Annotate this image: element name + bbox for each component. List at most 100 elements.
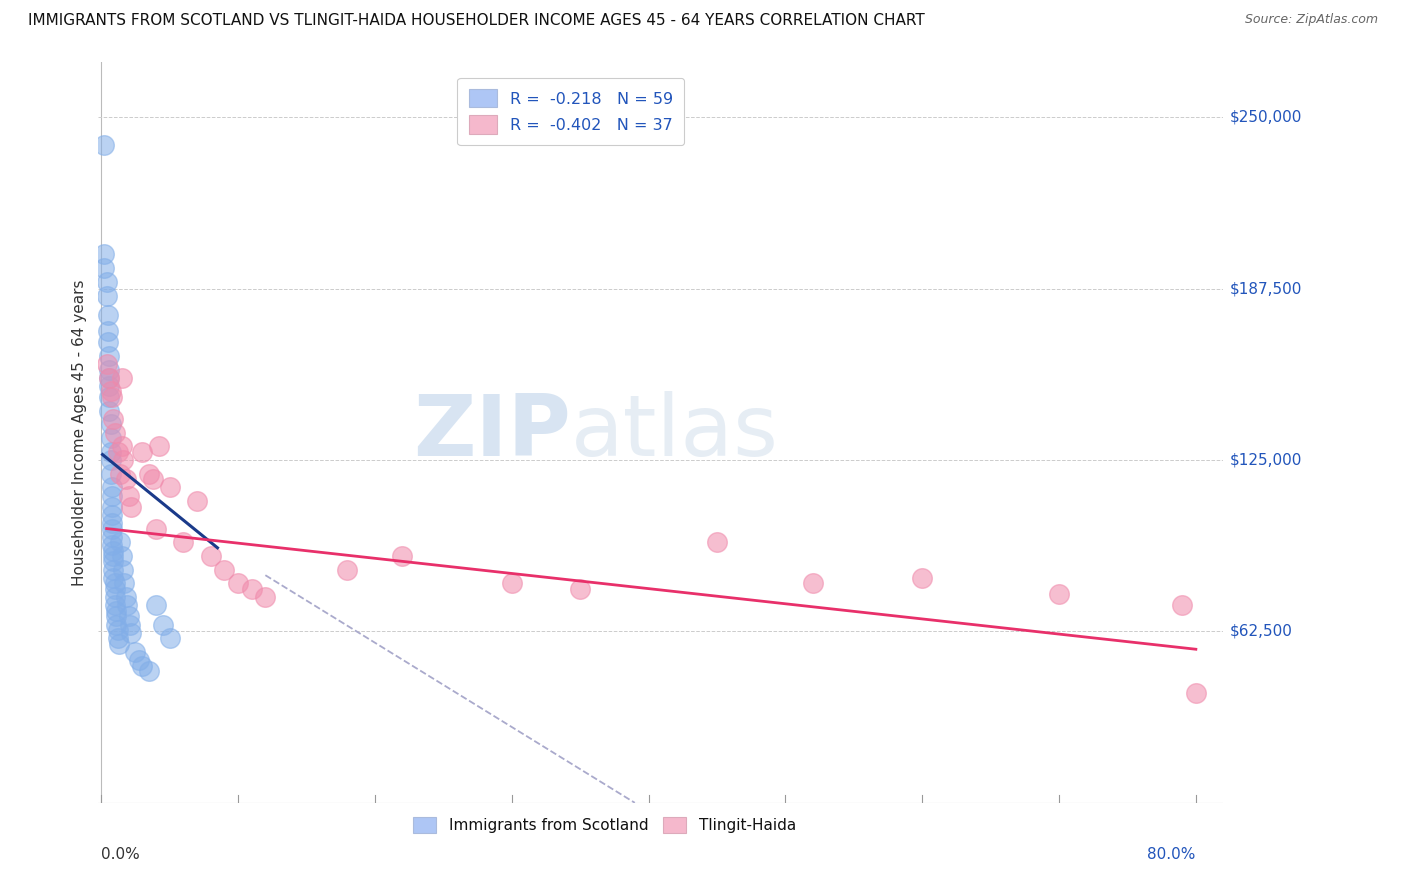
Point xyxy=(110,535,132,549)
Point xyxy=(391,549,413,563)
Point xyxy=(101,538,124,552)
Point xyxy=(801,576,824,591)
Point xyxy=(111,549,134,563)
Y-axis label: Householder Income Ages 45 - 64 years: Householder Income Ages 45 - 64 years xyxy=(72,279,87,586)
Point xyxy=(104,590,127,604)
Point xyxy=(98,403,121,417)
Text: ZIP: ZIP xyxy=(413,391,571,475)
Point xyxy=(101,390,124,404)
Point xyxy=(93,137,115,152)
Point xyxy=(98,349,121,363)
Point xyxy=(111,439,134,453)
Point xyxy=(118,617,141,632)
Point xyxy=(103,554,125,568)
Point xyxy=(104,576,127,591)
Point xyxy=(93,261,115,276)
Point xyxy=(186,494,208,508)
Point xyxy=(226,576,249,591)
Point xyxy=(120,500,142,514)
Point xyxy=(98,390,121,404)
Point xyxy=(101,480,124,494)
Point xyxy=(98,379,121,393)
Point xyxy=(214,563,236,577)
Point xyxy=(104,582,127,596)
Text: Source: ZipAtlas.com: Source: ZipAtlas.com xyxy=(1244,13,1378,27)
Point xyxy=(97,335,120,350)
Point xyxy=(103,549,125,563)
Point xyxy=(104,599,127,613)
Point xyxy=(131,658,153,673)
Point xyxy=(240,582,263,596)
Point xyxy=(105,617,128,632)
Point xyxy=(120,625,142,640)
Text: $250,000: $250,000 xyxy=(1230,110,1302,125)
Point xyxy=(145,599,167,613)
Text: 0.0%: 0.0% xyxy=(101,847,141,862)
Point xyxy=(1171,599,1194,613)
Point xyxy=(501,576,523,591)
Point xyxy=(111,371,134,385)
Point xyxy=(142,472,165,486)
Point xyxy=(93,247,115,261)
Point xyxy=(100,467,122,481)
Point xyxy=(107,623,129,637)
Point xyxy=(1185,686,1208,700)
Text: $62,500: $62,500 xyxy=(1230,624,1294,639)
Point xyxy=(100,445,122,459)
Point xyxy=(98,371,121,385)
Point xyxy=(110,467,132,481)
Point xyxy=(103,543,125,558)
Point xyxy=(97,324,120,338)
Point xyxy=(112,576,135,591)
Point xyxy=(112,453,135,467)
Point xyxy=(254,590,277,604)
Point xyxy=(101,500,124,514)
Point xyxy=(569,582,592,596)
Point xyxy=(152,617,174,632)
Point xyxy=(98,362,121,376)
Point xyxy=(107,445,129,459)
Point xyxy=(101,508,124,522)
Point xyxy=(101,530,124,544)
Point xyxy=(114,590,136,604)
Point xyxy=(101,489,124,503)
Point xyxy=(101,522,124,536)
Point xyxy=(114,472,136,486)
Point xyxy=(101,516,124,530)
Point xyxy=(100,417,122,432)
Point xyxy=(159,480,181,494)
Point xyxy=(706,535,728,549)
Point xyxy=(172,535,194,549)
Point xyxy=(112,563,135,577)
Point xyxy=(103,563,125,577)
Text: IMMIGRANTS FROM SCOTLAND VS TLINGIT-HAIDA HOUSEHOLDER INCOME AGES 45 - 64 YEARS : IMMIGRANTS FROM SCOTLAND VS TLINGIT-HAID… xyxy=(28,13,925,29)
Point xyxy=(138,664,160,678)
Point xyxy=(107,632,129,646)
Text: 80.0%: 80.0% xyxy=(1147,847,1197,862)
Point xyxy=(104,425,127,440)
Point xyxy=(100,384,122,399)
Point xyxy=(98,371,121,385)
Point xyxy=(159,632,181,646)
Point xyxy=(117,489,139,503)
Text: $187,500: $187,500 xyxy=(1230,281,1302,296)
Text: $125,000: $125,000 xyxy=(1230,452,1302,467)
Point xyxy=(148,439,170,453)
Point xyxy=(138,467,160,481)
Point xyxy=(124,645,146,659)
Point xyxy=(115,599,138,613)
Point xyxy=(96,275,118,289)
Point xyxy=(108,637,131,651)
Point xyxy=(103,571,125,585)
Point xyxy=(105,609,128,624)
Point xyxy=(1047,587,1070,601)
Point xyxy=(105,604,128,618)
Point xyxy=(97,308,120,322)
Point xyxy=(336,563,359,577)
Point xyxy=(911,571,934,585)
Point xyxy=(100,431,122,445)
Point xyxy=(103,412,125,426)
Point xyxy=(128,653,150,667)
Point xyxy=(145,522,167,536)
Point xyxy=(96,288,118,302)
